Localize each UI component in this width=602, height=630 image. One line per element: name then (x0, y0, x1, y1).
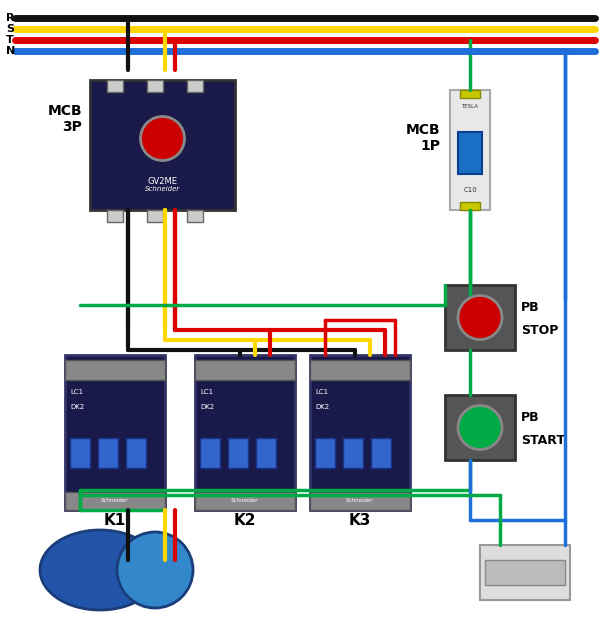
Bar (195, 492, 295, 510)
Circle shape (140, 117, 184, 161)
Text: Schneider: Schneider (346, 498, 374, 503)
Bar (126, 438, 146, 467)
Bar (147, 80, 163, 92)
Bar (480, 545, 570, 600)
Bar (107, 210, 123, 222)
Circle shape (117, 532, 193, 608)
Text: S: S (6, 24, 14, 34)
Bar (343, 438, 363, 467)
Text: Schneider: Schneider (101, 498, 129, 503)
Text: DK2: DK2 (200, 404, 214, 410)
Text: T: T (6, 35, 14, 45)
Text: TESLA: TESLA (462, 104, 479, 109)
Text: GV2ME: GV2ME (147, 177, 178, 186)
Bar (445, 285, 515, 350)
Bar (65, 492, 165, 510)
Text: STOP: STOP (521, 324, 559, 337)
Text: DK2: DK2 (315, 404, 329, 410)
Circle shape (458, 295, 502, 340)
Text: MCB
3P: MCB 3P (48, 104, 82, 134)
Text: MCB
1P: MCB 1P (405, 123, 440, 153)
Bar (450, 90, 490, 210)
Bar (98, 438, 118, 467)
Circle shape (458, 406, 502, 449)
Text: K1: K1 (104, 513, 126, 528)
Bar (460, 202, 480, 210)
Text: K2: K2 (234, 513, 256, 528)
Bar (371, 438, 391, 467)
Bar (195, 355, 295, 510)
Text: Schneider: Schneider (145, 186, 180, 192)
Bar (310, 492, 410, 510)
Bar (445, 395, 515, 460)
Bar (460, 90, 480, 98)
Bar (107, 80, 123, 92)
Bar (65, 360, 165, 380)
Text: LC1: LC1 (315, 389, 328, 395)
Text: Schneider: Schneider (231, 498, 259, 503)
Bar (485, 560, 565, 585)
Bar (65, 355, 165, 510)
Text: START: START (521, 433, 565, 447)
Bar (90, 80, 235, 210)
Bar (310, 355, 410, 510)
Bar (200, 438, 220, 467)
Text: R: R (6, 13, 14, 23)
Bar (187, 210, 203, 222)
Bar (458, 132, 482, 174)
Ellipse shape (40, 530, 160, 610)
Bar (315, 438, 335, 467)
Text: PB: PB (521, 301, 539, 314)
Bar (147, 210, 163, 222)
Text: K3: K3 (349, 513, 371, 528)
Text: DK2: DK2 (70, 404, 84, 410)
Bar (256, 438, 276, 467)
Bar (70, 438, 90, 467)
Bar (228, 438, 248, 467)
Bar (310, 360, 410, 380)
Text: N: N (6, 46, 15, 56)
Bar (195, 360, 295, 380)
Text: LC1: LC1 (200, 389, 213, 395)
Text: C10: C10 (463, 187, 477, 193)
Bar (187, 80, 203, 92)
Text: PB: PB (521, 411, 539, 424)
Text: LC1: LC1 (70, 389, 83, 395)
